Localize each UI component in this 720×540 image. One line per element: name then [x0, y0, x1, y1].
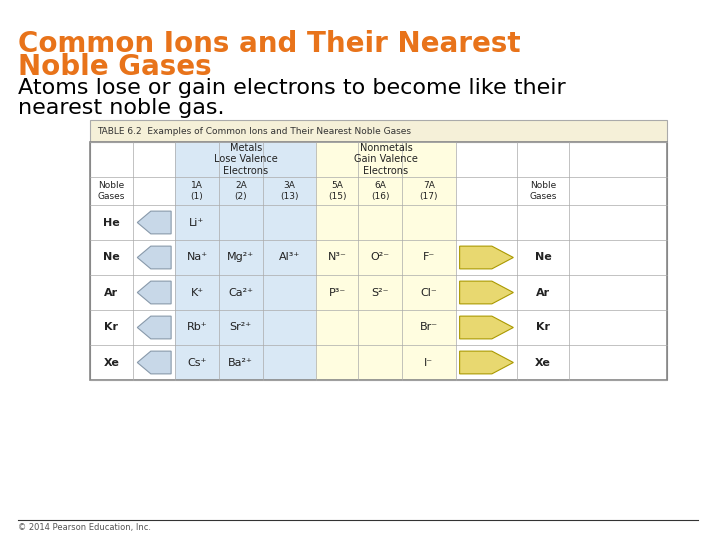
Text: nearest noble gas.: nearest noble gas. — [18, 98, 225, 118]
Text: 6A
(16): 6A (16) — [371, 181, 390, 201]
Text: Ba²⁺: Ba²⁺ — [228, 357, 253, 368]
Text: Ne: Ne — [103, 253, 120, 262]
Text: I⁻: I⁻ — [424, 357, 433, 368]
Text: Ar: Ar — [536, 287, 550, 298]
FancyBboxPatch shape — [316, 142, 456, 380]
Text: O²⁻: O²⁻ — [371, 253, 390, 262]
Text: Cl⁻: Cl⁻ — [420, 287, 437, 298]
Text: Noble
Gases: Noble Gases — [98, 181, 125, 201]
Text: Rb⁺: Rb⁺ — [186, 322, 207, 333]
Text: 3A
(13): 3A (13) — [280, 181, 299, 201]
Text: Mg²⁺: Mg²⁺ — [228, 253, 254, 262]
Text: Al³⁺: Al³⁺ — [279, 253, 300, 262]
Text: Br⁻: Br⁻ — [420, 322, 438, 333]
Text: S²⁻: S²⁻ — [372, 287, 389, 298]
Text: Ar: Ar — [104, 287, 119, 298]
FancyBboxPatch shape — [175, 142, 316, 380]
Text: Na⁺: Na⁺ — [186, 253, 207, 262]
Text: Li⁺: Li⁺ — [189, 218, 204, 227]
Text: P³⁻: P³⁻ — [328, 287, 346, 298]
Text: F⁻: F⁻ — [423, 253, 435, 262]
Polygon shape — [459, 246, 513, 269]
Text: Ne: Ne — [535, 253, 552, 262]
Text: 7A
(17): 7A (17) — [420, 181, 438, 201]
Text: K⁺: K⁺ — [190, 287, 204, 298]
Text: 2A
(2): 2A (2) — [235, 181, 247, 201]
Text: Kr: Kr — [104, 322, 118, 333]
Text: Nonmetals
Gain Valence
Electrons: Nonmetals Gain Valence Electrons — [354, 143, 418, 176]
Text: Kr: Kr — [536, 322, 550, 333]
Polygon shape — [138, 211, 171, 234]
Text: Common Ions and Their Nearest: Common Ions and Their Nearest — [18, 30, 521, 58]
Polygon shape — [138, 316, 171, 339]
Text: He: He — [103, 218, 120, 227]
FancyBboxPatch shape — [89, 142, 667, 380]
FancyBboxPatch shape — [89, 120, 667, 142]
Text: Sr²⁺: Sr²⁺ — [230, 322, 252, 333]
Text: Cs⁺: Cs⁺ — [187, 357, 207, 368]
Text: © 2014 Pearson Education, Inc.: © 2014 Pearson Education, Inc. — [18, 523, 151, 532]
Text: Xe: Xe — [535, 357, 551, 368]
Polygon shape — [459, 316, 513, 339]
Text: TABLE 6.2  Examples of Common Ions and Their Nearest Noble Gases: TABLE 6.2 Examples of Common Ions and Th… — [97, 126, 412, 136]
Text: Ca²⁺: Ca²⁺ — [228, 287, 253, 298]
Polygon shape — [138, 351, 171, 374]
Text: Metals
Lose Valence
Electrons: Metals Lose Valence Electrons — [214, 143, 278, 176]
Text: 1A
(1): 1A (1) — [191, 181, 203, 201]
Text: Atoms lose or gain electrons to become like their: Atoms lose or gain electrons to become l… — [18, 78, 566, 98]
Text: Xe: Xe — [104, 357, 120, 368]
Text: Noble Gases: Noble Gases — [18, 53, 212, 81]
Polygon shape — [138, 281, 171, 304]
Polygon shape — [459, 351, 513, 374]
Polygon shape — [459, 281, 513, 304]
Text: Noble
Gases: Noble Gases — [529, 181, 557, 201]
Text: 5A
(15): 5A (15) — [328, 181, 346, 201]
Text: N³⁻: N³⁻ — [328, 253, 347, 262]
Polygon shape — [138, 246, 171, 269]
